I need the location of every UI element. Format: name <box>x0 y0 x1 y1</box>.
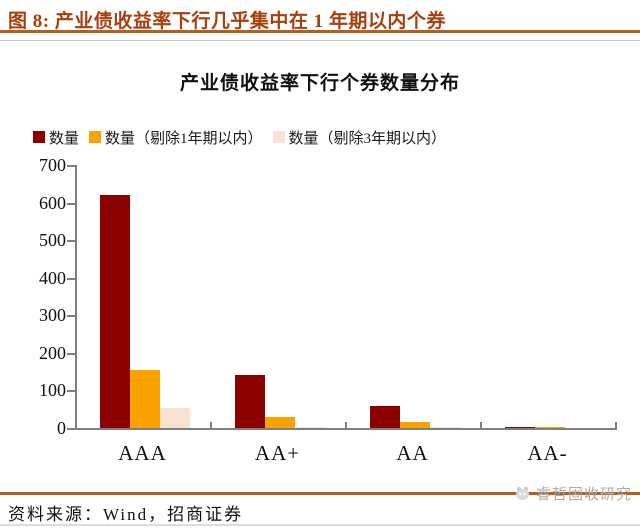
legend-label: 数量（剔除1年期以内） <box>105 130 263 147</box>
y-axis-tick <box>67 278 76 280</box>
legend-swatch-icon <box>89 131 102 143</box>
y-axis-tick <box>67 353 76 355</box>
watermark: 睿哲固收研究 <box>514 483 632 503</box>
bar-AA+-series2 <box>294 427 325 428</box>
bar-AA-series2 <box>429 427 460 428</box>
y-axis-tick-label: 200 <box>39 343 66 363</box>
watermark-logo-icon <box>514 485 532 501</box>
y-axis-tick <box>67 203 76 205</box>
title-underline-thin-rule <box>0 40 640 41</box>
y-axis-tick <box>67 240 76 242</box>
source-note: 资料来源：Wind，招商证券 <box>8 505 244 524</box>
y-axis-tick <box>67 165 76 167</box>
legend-label: 数量（剔除3年期以内） <box>288 130 447 147</box>
y-axis-tick-label: 0 <box>57 418 66 438</box>
y-axis-tick-label: 600 <box>39 193 66 213</box>
y-axis-tick <box>67 315 76 317</box>
y-axis-tick <box>67 428 76 430</box>
bottom-edge-rule <box>0 524 640 526</box>
y-axis-tick-label: 100 <box>39 380 66 400</box>
legend-label: 数量 <box>49 130 80 147</box>
x-axis-label-AA+: AA+ <box>254 441 301 465</box>
y-axis-tick-label: 500 <box>39 230 66 250</box>
bar-AAA-series0 <box>99 195 130 428</box>
legend: 数量 数量（剔除1年期以内） 数量（剔除3年期以内） <box>33 127 446 147</box>
legend-swatch-icon <box>33 131 45 143</box>
bar-AAA-series1 <box>129 370 160 428</box>
bar-AAA-series2 <box>159 408 190 428</box>
x-axis-tick <box>345 422 347 428</box>
bar-AA--series0 <box>504 427 535 428</box>
legend-item-0: 数量 <box>33 127 79 148</box>
y-axis-tick <box>67 390 76 392</box>
y-axis-tick-label: 400 <box>39 268 66 288</box>
figure-title: 图 8: 产业债收益率下行几乎集中在 1 年期以内个券 <box>8 11 446 32</box>
footer-divider-rule <box>0 492 640 495</box>
x-axis-label-AAA: AAA <box>118 441 167 465</box>
x-axis-label-AA-: AA- <box>527 441 568 465</box>
y-axis-tick-label: 700 <box>39 155 66 175</box>
x-axis-tick <box>615 422 617 428</box>
legend-swatch-icon <box>272 131 285 143</box>
y-axis-tick-label: 300 <box>39 305 66 325</box>
title-underline-rule <box>0 30 640 33</box>
bar-AA+-series0 <box>234 375 265 428</box>
watermark-text: 睿哲固收研究 <box>535 486 632 503</box>
x-axis-tick <box>480 422 482 428</box>
legend-item-2: 数量（剔除3年期以内） <box>272 127 447 148</box>
bar-AA-series1 <box>399 422 430 428</box>
bar-AA--series1 <box>534 427 565 428</box>
plot-area <box>67 165 617 430</box>
x-axis-tick <box>210 422 212 428</box>
legend-item-1: 数量（剔除1年期以内） <box>89 127 263 148</box>
chart-title: 产业债收益率下行个券数量分布 <box>179 73 460 94</box>
bar-AA+-series1 <box>264 417 295 428</box>
bar-AA-series0 <box>369 406 400 428</box>
x-axis-label-AA: AA <box>396 441 429 465</box>
